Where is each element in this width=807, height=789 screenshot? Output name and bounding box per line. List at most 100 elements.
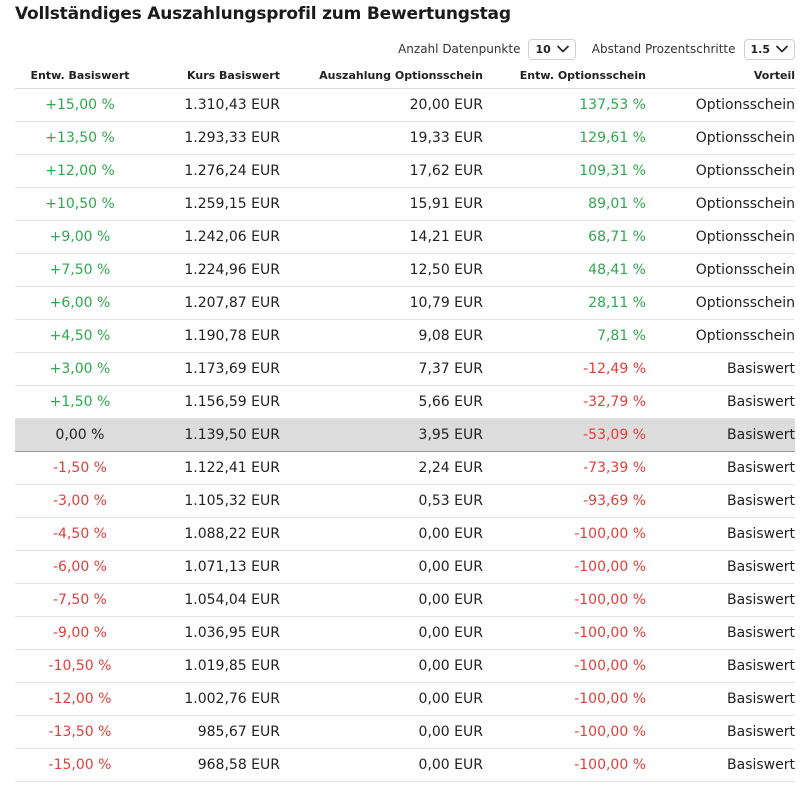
cell-entw-optionsschein: 7,81 %: [483, 319, 646, 353]
cell-auszahlung: 2,24 EUR: [280, 451, 483, 485]
cell-auszahlung: 0,53 EUR: [280, 484, 483, 518]
cell-auszahlung: 0,00 EUR: [280, 682, 483, 716]
cell-entw-basiswert: +3,00 %: [15, 352, 145, 386]
cell-auszahlung: 3,95 EUR: [280, 417, 483, 452]
cell-vorteil: Basiswert: [646, 451, 795, 485]
page-title: Vollständiges Auszahlungsprofil zum Bewe…: [15, 4, 511, 24]
cell-entw-optionsschein: -32,79 %: [483, 385, 646, 419]
cell-entw-basiswert: -4,50 %: [15, 517, 145, 551]
table-row: -12,00 % 1.002,76 EUR 0,00 EUR -100,00 % Bas…: [15, 682, 795, 716]
cell-auszahlung: 17,62 EUR: [280, 154, 483, 188]
cell-entw-basiswert: +13,50 %: [15, 121, 145, 155]
table-row: +15,00 % 1.310,43 EUR 20,00 EUR 137,53 % Opt…: [15, 88, 795, 122]
cell-entw-optionsschein: -53,09 %: [483, 417, 646, 452]
header-auszahlung: Auszahlung Optionsschein: [280, 64, 483, 89]
datapoints-label: Anzahl Datenpunkte: [398, 42, 521, 56]
cell-entw-basiswert: -7,50 %: [15, 583, 145, 617]
cell-entw-optionsschein: -93,69 %: [483, 484, 646, 518]
cell-entw-optionsschein: -100,00 %: [483, 616, 646, 650]
cell-vorteil: Basiswert: [646, 682, 795, 716]
cell-auszahlung: 15,91 EUR: [280, 187, 483, 221]
table-row: -9,00 % 1.036,95 EUR 0,00 EUR -100,00 % Basi…: [15, 616, 795, 650]
header-entw-basiswert: Entw. Basiswert: [15, 64, 145, 89]
table-row: -13,50 % 985,67 EUR 0,00 EUR -100,00 % Basis…: [15, 715, 795, 749]
cell-entw-basiswert: -12,00 %: [15, 682, 145, 716]
table-row: +4,50 % 1.190,78 EUR 9,08 EUR 7,81 % Options…: [15, 319, 795, 353]
cell-auszahlung: 0,00 EUR: [280, 649, 483, 683]
cell-vorteil: Basiswert: [646, 616, 795, 650]
cell-kurs-basiswert: 985,67 EUR: [145, 715, 280, 749]
table-row: -4,50 % 1.088,22 EUR 0,00 EUR -100,00 % Basi…: [15, 517, 795, 551]
cell-entw-optionsschein: -12,49 %: [483, 352, 646, 386]
cell-auszahlung: 19,33 EUR: [280, 121, 483, 155]
table-controls: Anzahl Datenpunkte 10 Abstand Prozentsch…: [398, 38, 795, 60]
cell-kurs-basiswert: 1.054,04 EUR: [145, 583, 280, 617]
cell-entw-optionsschein: 68,71 %: [483, 220, 646, 254]
cell-entw-optionsschein: -73,39 %: [483, 451, 646, 485]
table-row: -6,00 % 1.071,13 EUR 0,00 EUR -100,00 % Basi…: [15, 550, 795, 584]
cell-auszahlung: 7,37 EUR: [280, 352, 483, 386]
cell-kurs-basiswert: 1.002,76 EUR: [145, 682, 280, 716]
cell-vorteil: Basiswert: [646, 484, 795, 518]
cell-vorteil: Basiswert: [646, 385, 795, 419]
header-entw-optionsschein: Entw. Optionsschein: [483, 64, 646, 89]
header-vorteil: Vorteil: [646, 64, 795, 89]
cell-entw-basiswert: -15,00 %: [15, 748, 145, 782]
cell-auszahlung: 20,00 EUR: [280, 88, 483, 122]
cell-entw-basiswert: 0,00 %: [15, 417, 145, 452]
cell-entw-optionsschein: -100,00 %: [483, 517, 646, 551]
chevron-down-icon: [556, 45, 569, 53]
header-kurs-basiswert: Kurs Basiswert: [145, 64, 280, 89]
cell-vorteil: Basiswert: [646, 550, 795, 584]
payout-profile-table: Entw. Basiswert Kurs Basiswert Auszahlun…: [15, 64, 795, 782]
step-label: Abstand Prozentschritte: [591, 42, 736, 56]
table-row: +6,00 % 1.207,87 EUR 10,79 EUR 28,11 % Optio…: [15, 286, 795, 320]
cell-vorteil: Basiswert: [646, 352, 795, 386]
cell-kurs-basiswert: 1.173,69 EUR: [145, 352, 280, 386]
cell-entw-basiswert: +1,50 %: [15, 385, 145, 419]
cell-kurs-basiswert: 1.224,96 EUR: [145, 253, 280, 287]
cell-entw-optionsschein: -100,00 %: [483, 550, 646, 584]
cell-auszahlung: 5,66 EUR: [280, 385, 483, 419]
cell-entw-optionsschein: 109,31 %: [483, 154, 646, 188]
cell-entw-basiswert: -1,50 %: [15, 451, 145, 485]
table-row: -7,50 % 1.054,04 EUR 0,00 EUR -100,00 % Basi…: [15, 583, 795, 617]
cell-entw-basiswert: -3,00 %: [15, 484, 145, 518]
cell-auszahlung: 12,50 EUR: [280, 253, 483, 287]
cell-kurs-basiswert: 968,58 EUR: [145, 748, 280, 782]
cell-kurs-basiswert: 1.156,59 EUR: [145, 385, 280, 419]
cell-auszahlung: 10,79 EUR: [280, 286, 483, 320]
cell-entw-optionsschein: -100,00 %: [483, 649, 646, 683]
cell-auszahlung: 0,00 EUR: [280, 715, 483, 749]
cell-kurs-basiswert: 1.122,41 EUR: [145, 451, 280, 485]
cell-vorteil: Optionsschein: [646, 187, 795, 221]
table-row: -10,50 % 1.019,85 EUR 0,00 EUR -100,00 % Bas…: [15, 649, 795, 683]
cell-vorteil: Basiswert: [646, 649, 795, 683]
table-row: +3,00 % 1.173,69 EUR 7,37 EUR -12,49 % Basis…: [15, 352, 795, 386]
cell-entw-optionsschein: -100,00 %: [483, 715, 646, 749]
cell-entw-basiswert: +15,00 %: [15, 88, 145, 122]
chevron-down-icon: [775, 45, 789, 53]
cell-auszahlung: 0,00 EUR: [280, 550, 483, 584]
cell-vorteil: Optionsschein: [646, 220, 795, 254]
table-row: -1,50 % 1.122,41 EUR 2,24 EUR -73,39 % Basis…: [15, 451, 795, 485]
cell-entw-optionsschein: 28,11 %: [483, 286, 646, 320]
cell-kurs-basiswert: 1.019,85 EUR: [145, 649, 280, 683]
cell-entw-optionsschein: -100,00 %: [483, 682, 646, 716]
cell-entw-basiswert: +9,00 %: [15, 220, 145, 254]
cell-kurs-basiswert: 1.139,50 EUR: [145, 417, 280, 452]
datapoints-select[interactable]: 10: [528, 38, 576, 60]
cell-entw-optionsschein: -100,00 %: [483, 748, 646, 782]
cell-entw-basiswert: -9,00 %: [15, 616, 145, 650]
cell-auszahlung: 0,00 EUR: [280, 583, 483, 617]
cell-entw-basiswert: +12,00 %: [15, 154, 145, 188]
cell-vorteil: Basiswert: [646, 517, 795, 551]
table-row: +12,00 % 1.276,24 EUR 17,62 EUR 109,31 % Opt…: [15, 154, 795, 188]
cell-vorteil: Basiswert: [646, 748, 795, 782]
step-select[interactable]: 1.5: [743, 38, 795, 60]
cell-entw-basiswert: -13,50 %: [15, 715, 145, 749]
table-header-row: Entw. Basiswert Kurs Basiswert Auszahlun…: [15, 64, 795, 89]
cell-vorteil: Optionsschein: [646, 154, 795, 188]
step-value: 1.5: [750, 42, 771, 56]
table-row: +13,50 % 1.293,33 EUR 19,33 EUR 129,61 % Opt…: [15, 121, 795, 155]
